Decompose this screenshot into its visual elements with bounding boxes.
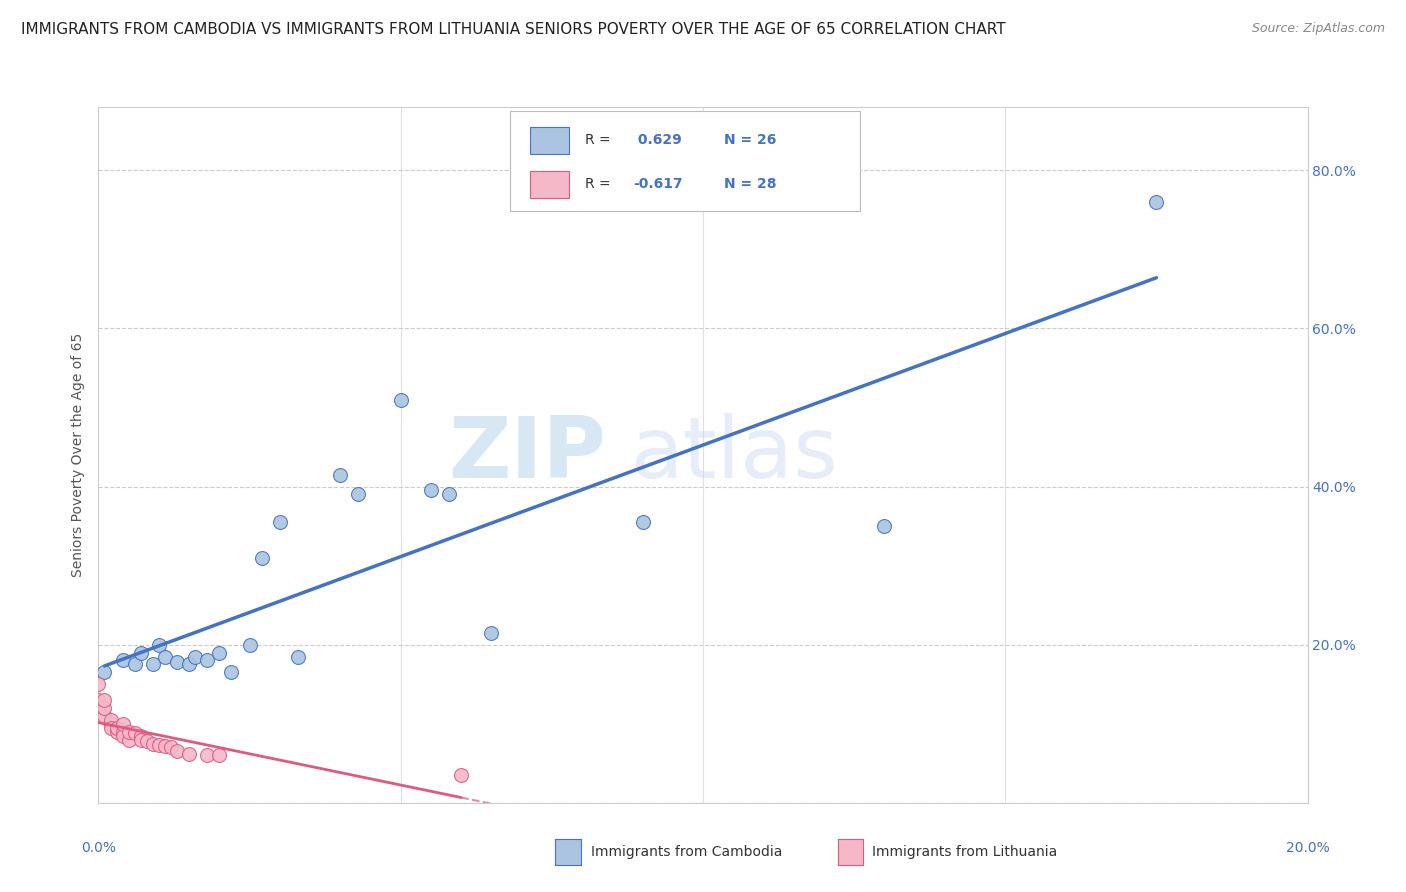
Text: R =: R = — [585, 178, 614, 192]
Point — [481, 625, 503, 640]
Text: Source: ZipAtlas.com: Source: ZipAtlas.com — [1251, 22, 1385, 36]
Point — [873, 519, 896, 533]
Point — [118, 732, 141, 747]
Point — [87, 693, 110, 707]
Point — [450, 768, 472, 782]
Point — [389, 392, 412, 407]
FancyBboxPatch shape — [530, 170, 569, 198]
FancyBboxPatch shape — [530, 127, 569, 154]
Point — [93, 693, 115, 707]
Text: 0.629: 0.629 — [633, 133, 682, 147]
Text: Immigrants from Lithuania: Immigrants from Lithuania — [872, 845, 1057, 859]
Text: Immigrants from Cambodia: Immigrants from Cambodia — [591, 845, 782, 859]
Point — [105, 724, 128, 739]
Text: atlas: atlas — [630, 413, 838, 497]
Point — [93, 708, 115, 723]
Point — [148, 738, 170, 752]
Point — [100, 716, 122, 731]
Point — [239, 638, 262, 652]
Point — [142, 657, 165, 672]
Point — [184, 649, 207, 664]
Text: N = 28: N = 28 — [724, 178, 776, 192]
Y-axis label: Seniors Poverty Over the Age of 65: Seniors Poverty Over the Age of 65 — [72, 333, 86, 577]
Point — [93, 701, 115, 715]
Text: IMMIGRANTS FROM CAMBODIA VS IMMIGRANTS FROM LITHUANIA SENIORS POVERTY OVER THE A: IMMIGRANTS FROM CAMBODIA VS IMMIGRANTS F… — [21, 22, 1005, 37]
Point — [437, 487, 460, 501]
Point — [87, 677, 110, 691]
Point — [166, 655, 188, 669]
Point — [269, 515, 291, 529]
Point — [105, 721, 128, 735]
Point — [111, 653, 134, 667]
Point — [160, 740, 183, 755]
Point — [631, 515, 654, 529]
Point — [142, 737, 165, 751]
Text: -0.617: -0.617 — [633, 178, 682, 192]
Point — [124, 726, 146, 740]
Point — [111, 729, 134, 743]
FancyBboxPatch shape — [509, 111, 860, 211]
Point — [329, 467, 352, 482]
Point — [124, 657, 146, 672]
Point — [347, 487, 370, 501]
Point — [179, 747, 201, 761]
Point — [208, 748, 231, 763]
Point — [148, 638, 170, 652]
Point — [221, 665, 243, 680]
Point — [1144, 194, 1167, 209]
Point — [179, 657, 201, 672]
Point — [208, 646, 231, 660]
Text: R =: R = — [585, 133, 614, 147]
Point — [100, 721, 122, 735]
Point — [129, 729, 152, 743]
Point — [93, 665, 115, 680]
Point — [111, 716, 134, 731]
Text: 20.0%: 20.0% — [1285, 841, 1330, 855]
Point — [100, 713, 122, 727]
Point — [166, 744, 188, 758]
Point — [135, 734, 157, 748]
Text: N = 26: N = 26 — [724, 133, 776, 147]
Text: 0.0%: 0.0% — [82, 841, 115, 855]
Point — [195, 748, 218, 763]
Point — [250, 550, 273, 565]
Point — [111, 724, 134, 739]
Text: ZIP: ZIP — [449, 413, 606, 497]
Point — [195, 653, 218, 667]
Point — [153, 739, 176, 753]
Point — [118, 724, 141, 739]
Point — [129, 732, 152, 747]
Point — [287, 649, 309, 664]
Point — [129, 646, 152, 660]
Point — [153, 649, 176, 664]
Point — [420, 483, 443, 498]
